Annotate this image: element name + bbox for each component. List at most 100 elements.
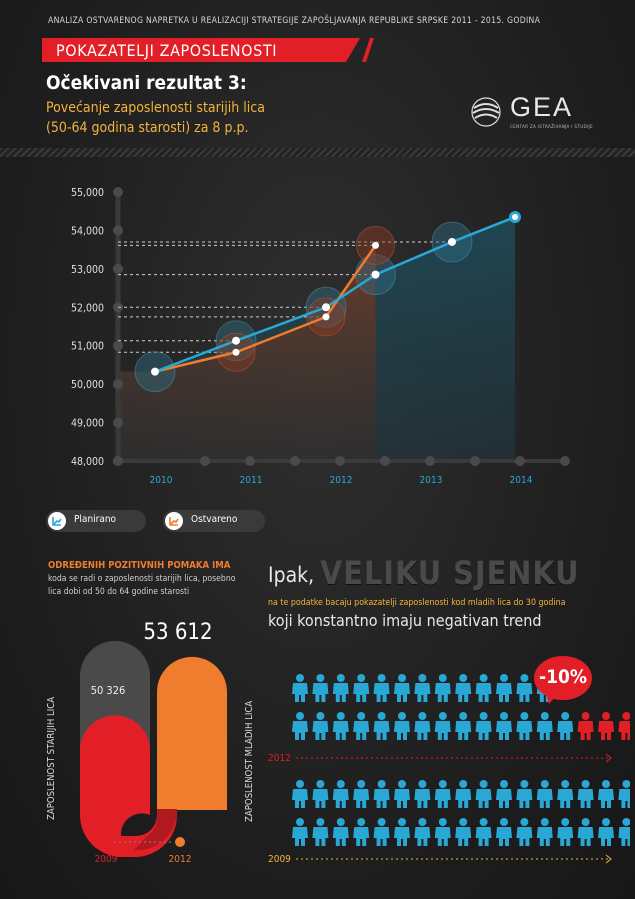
person-body (598, 789, 614, 808)
person-head (336, 780, 345, 788)
person-body (312, 721, 329, 740)
person-body (516, 721, 533, 740)
person-body (353, 827, 370, 846)
person-body (312, 789, 329, 808)
value-2009: 50 326 (91, 684, 126, 697)
person-2012 (394, 712, 410, 740)
person-2009 (557, 780, 574, 808)
person-head (459, 712, 468, 720)
y-tick-label: 53,000 (71, 264, 104, 276)
person-2009 (536, 818, 553, 846)
year-2012: 2012 (268, 753, 291, 764)
x-tick-dot (335, 456, 345, 466)
person-2009 (414, 780, 431, 808)
person-2009 (434, 780, 451, 808)
person-body (475, 683, 492, 702)
y-tick-dot (113, 263, 123, 274)
person-2012 (475, 712, 492, 740)
gea-logo-icon (471, 97, 501, 127)
person-body (536, 721, 553, 740)
person-head (418, 674, 427, 682)
person-head (418, 818, 427, 826)
person-head (500, 674, 508, 682)
person-body (516, 827, 533, 846)
person-head (398, 780, 406, 788)
dot-2009 (101, 837, 111, 847)
person-2012 (475, 674, 492, 702)
person-2012 (598, 712, 614, 740)
person-body (292, 721, 308, 740)
x-tick-label: 2013 (420, 475, 443, 486)
person-2009 (312, 780, 329, 808)
x-tick-dot (515, 456, 525, 466)
person-head (479, 780, 488, 788)
person-head (561, 780, 570, 788)
left-text: koda se radi o zaposlenosti starijih lic… (48, 574, 236, 597)
person-head (336, 674, 345, 682)
person-body (577, 789, 594, 808)
person-2012 (312, 674, 329, 702)
person-2012 (292, 712, 308, 740)
person-head (581, 818, 590, 826)
person-body (557, 789, 574, 808)
person-head (602, 780, 610, 788)
person-head (438, 674, 447, 682)
person-head (316, 712, 325, 720)
actual-point (322, 313, 330, 321)
person-body (557, 827, 574, 846)
value-2012: 53 612 (143, 620, 212, 645)
person-2012 (434, 674, 451, 702)
planned-point (512, 213, 518, 220)
person-2009 (618, 818, 630, 846)
y-tick-label: 49,000 (71, 418, 104, 430)
person-body (414, 827, 431, 846)
person-head (398, 818, 406, 826)
person-head (459, 780, 468, 788)
person-body (312, 827, 329, 846)
person-head (581, 780, 590, 788)
person-body (496, 789, 512, 808)
person-body (332, 827, 349, 846)
legend-planned: Planirano (46, 510, 146, 532)
person-head (520, 818, 529, 826)
trend-line-2: koji konstantno imaju negativan trend (268, 611, 542, 630)
x-tick-label: 2010 (150, 475, 173, 486)
person-body (332, 721, 349, 740)
person-body (394, 683, 410, 702)
person-2012 (557, 712, 574, 740)
person-2012 (577, 712, 594, 740)
person-head (377, 674, 386, 682)
x-tick-label: 2012 (330, 475, 353, 486)
person-head (622, 780, 630, 788)
person-body (292, 827, 308, 846)
person-body (557, 721, 574, 740)
person-2012 (414, 712, 431, 740)
person-2009 (496, 818, 512, 846)
ipak-text: Ipak, (268, 563, 315, 587)
section-banner: POKAZATELJI ZAPOSLENOSTI (42, 38, 360, 62)
y-tick-label: 50,000 (71, 379, 104, 391)
person-head (377, 712, 386, 720)
y-tick-dot (113, 379, 123, 390)
person-body (373, 789, 390, 808)
person-body (332, 683, 349, 702)
person-2009 (516, 818, 533, 846)
y-tick-dot (113, 187, 123, 197)
x-tick-dot (560, 456, 570, 466)
person-body (516, 683, 533, 702)
logo-subtitle: CENTAR ZA ISTRAŽIVANJA I STUDIJE (510, 125, 593, 130)
y-tick-dot (113, 225, 123, 236)
person-2009 (557, 818, 574, 846)
person-2012 (353, 712, 370, 740)
section-title: POKAZATELJI ZAPOSLENOSTI (56, 41, 278, 60)
person-body (496, 721, 512, 740)
y-tick-label: 52,000 (71, 302, 104, 314)
chart-icon (48, 512, 66, 530)
bar-2009 (80, 715, 150, 810)
person-head (377, 780, 386, 788)
change-badge: -10% (534, 656, 592, 700)
person-body (475, 721, 492, 740)
person-head (336, 712, 345, 720)
planned-point (232, 336, 240, 345)
person-head (336, 818, 345, 826)
